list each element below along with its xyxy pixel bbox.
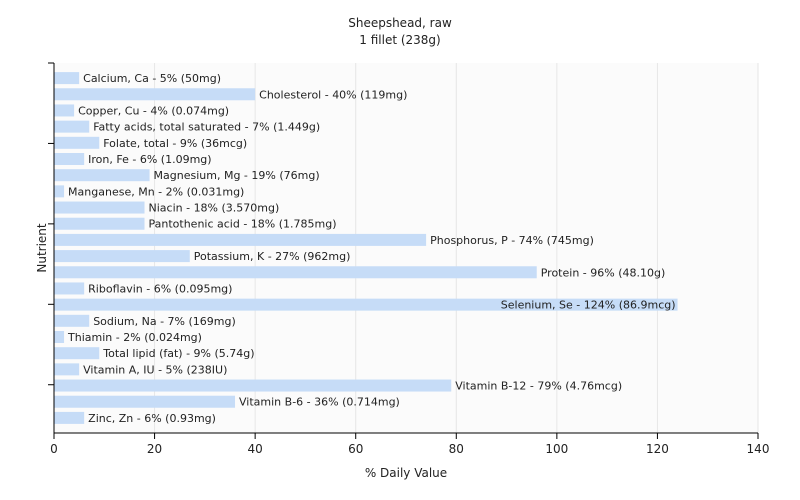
bar	[54, 266, 537, 279]
bar	[54, 379, 452, 392]
bar-label: Phosphorus, P - 74% (745mg)	[430, 234, 594, 247]
x-tick-label: 60	[348, 442, 363, 456]
bar	[54, 136, 100, 149]
bar-label: Iron, Fe - 6% (1.09mg)	[88, 153, 211, 166]
bar-label: Vitamin A, IU - 5% (238IU)	[83, 363, 227, 376]
bar	[54, 250, 190, 263]
bar	[54, 217, 145, 230]
bar	[54, 153, 85, 165]
bar	[54, 185, 65, 198]
bar-label: Protein - 96% (48.10g)	[541, 266, 666, 279]
bar-label: Thiamin - 2% (0.024mg)	[67, 331, 202, 344]
bar	[54, 314, 90, 327]
bars: Calcium, Ca - 5% (50mg) Cholesterol - 40%…	[54, 72, 678, 425]
bar-label: Manganese, Mn - 2% (0.031mg)	[68, 185, 244, 198]
axes: 0 20 40 60 80 100 120 140	[48, 62, 770, 456]
x-tick-label: 140	[747, 442, 770, 456]
x-tick-label: 20	[147, 442, 162, 456]
chart-title: Sheepshead, raw	[348, 16, 452, 30]
bar-label: Niacin - 18% (3.570mg)	[149, 202, 280, 215]
bar	[54, 233, 427, 246]
bar-label: Vitamin B-12 - 79% (4.76mcg)	[455, 380, 622, 393]
bar-label: Potassium, K - 27% (962mg)	[194, 250, 351, 263]
chart-subtitle: 1 fillet (238g)	[359, 33, 441, 47]
grid-lines	[154, 63, 759, 433]
bar	[54, 104, 75, 117]
x-tick-label: 40	[248, 442, 263, 456]
bar-label: Folate, total - 9% (36mcg)	[103, 137, 247, 150]
bar	[54, 201, 145, 214]
bar	[54, 395, 236, 408]
bar	[54, 282, 85, 295]
plot-area	[54, 63, 758, 433]
bar	[54, 298, 678, 311]
bar-label: Fatty acids, total saturated - 7% (1.449…	[93, 121, 320, 134]
bar	[54, 347, 100, 360]
bar	[54, 88, 256, 101]
bar-label: Total lipid (fat) - 9% (5.74g)	[102, 347, 254, 360]
x-tick-label: 0	[50, 442, 58, 456]
bar	[54, 169, 150, 182]
bar-label: Pantothenic acid - 18% (1.785mg)	[149, 218, 337, 231]
bar	[54, 331, 65, 343]
bar-label: Calcium, Ca - 5% (50mg)	[83, 72, 221, 85]
bar-label: Selenium, Se - 124% (86.9mcg)	[501, 299, 676, 312]
bar-label: Copper, Cu - 4% (0.074mg)	[78, 104, 229, 117]
x-tick-label: 80	[449, 442, 464, 456]
bar	[54, 411, 85, 424]
x-tick-label: 120	[646, 442, 669, 456]
bar-label: Magnesium, Mg - 19% (76mg)	[154, 169, 320, 182]
bar	[54, 72, 80, 85]
x-tick-label: 100	[545, 442, 568, 456]
bar	[54, 120, 90, 133]
bar-label: Sodium, Na - 7% (169mg)	[93, 315, 236, 328]
bar	[54, 363, 80, 376]
bar-label: Cholesterol - 40% (119mg)	[259, 88, 407, 101]
x-axis-label: % Daily Value	[365, 466, 447, 480]
bar-label: Vitamin B-6 - 36% (0.714mg)	[239, 396, 400, 409]
bar-label: Zinc, Zn - 6% (0.93mg)	[88, 412, 216, 425]
bar-label: Riboflavin - 6% (0.095mg)	[88, 282, 232, 295]
y-axis-label: Nutrient	[35, 223, 49, 273]
